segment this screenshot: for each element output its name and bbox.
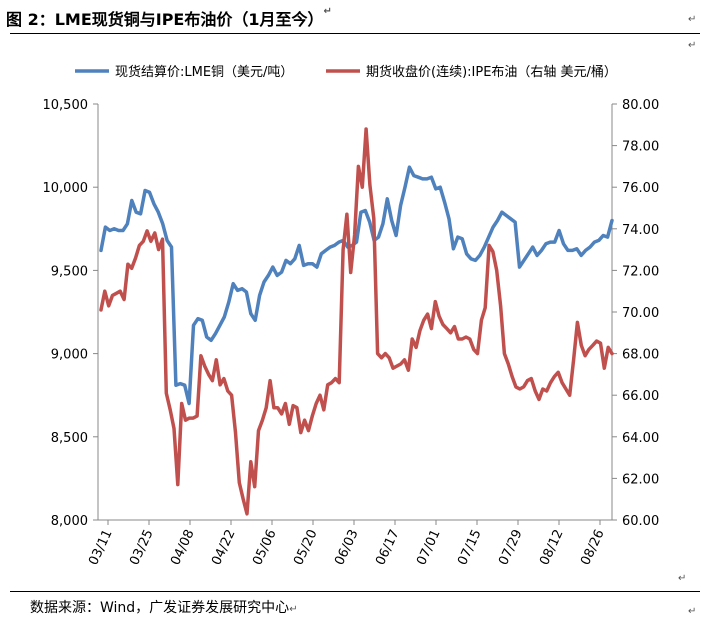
- series-line-lme-copper: [99, 165, 614, 406]
- right-tick-label: 64.00: [622, 431, 659, 446]
- x-tick-label: 07/15: [455, 527, 484, 567]
- series-layer: [99, 127, 614, 516]
- return-mark: ↵: [688, 14, 697, 25]
- return-mark: ↵: [678, 573, 687, 584]
- x-tick-label: 07/29: [496, 527, 525, 567]
- right-tick-label: 68.00: [622, 348, 659, 363]
- right-tick-label: 78.00: [622, 140, 659, 155]
- x-tick-label: 08/26: [578, 527, 607, 567]
- right-tick-label: 74.00: [622, 223, 659, 238]
- right-axis: 60.00 62.00 64.00 66.00 68.00 70.00 72.00 74.00…: [611, 98, 659, 529]
- x-tick-label: 03/25: [127, 527, 156, 567]
- right-tick-label: 66.00: [622, 389, 659, 404]
- right-tick-label: 62.00: [622, 472, 659, 487]
- return-mark: ↵: [688, 606, 697, 617]
- right-tick-label: 72.00: [622, 264, 659, 279]
- x-tick-label: 06/03: [332, 527, 361, 567]
- x-tick-label: 06/17: [373, 527, 402, 567]
- top-rule: [10, 33, 700, 34]
- x-tick-label: 04/08: [168, 527, 197, 567]
- figure-title-text: 图 2：LME现货铜与IPE布油价（1月至今）: [6, 10, 324, 29]
- return-mark: ↵: [289, 604, 298, 615]
- x-tick-label: 05/20: [291, 527, 320, 567]
- left-tick-label: 10,500: [43, 98, 89, 113]
- left-tick-label: 9,000: [51, 348, 88, 363]
- x-tick-label: 03/11: [86, 527, 115, 567]
- left-tick-label: 8,500: [51, 431, 88, 446]
- left-tick-label: 9,500: [51, 264, 88, 279]
- x-tick-label: 08/12: [537, 527, 566, 567]
- right-tick-label: 76.00: [622, 181, 659, 196]
- right-tick-label: 60.00: [622, 514, 659, 529]
- left-tick-label: 8,000: [51, 514, 88, 529]
- right-tick-label: 70.00: [622, 306, 659, 321]
- figure-title: 图 2：LME现货铜与IPE布油价（1月至今） ↵: [6, 6, 332, 30]
- x-axis: 03/11 03/25 04/08 04/22 05/06 05/20 06/03 06/17…: [86, 519, 612, 568]
- x-tick-label: 07/01: [414, 527, 443, 567]
- bottom-rule: [10, 591, 700, 592]
- series-line-ipe-brent: [99, 127, 614, 516]
- return-mark: ↵: [323, 6, 332, 17]
- left-tick-label: 10,000: [43, 181, 89, 196]
- x-tick-label: 04/22: [209, 527, 238, 567]
- return-mark: ↵: [688, 40, 697, 51]
- legend-label: 现货结算价:LME铜（美元/吨）: [115, 64, 293, 80]
- legend: 现货结算价:LME铜（美元/吨） 期货收盘价(连续):IPE布油（右轴 美元/桶）: [75, 64, 617, 80]
- x-tick-label: 05/06: [250, 527, 279, 567]
- source-note: 数据来源：Wind，广发证券发展研究中心↵: [30, 597, 298, 617]
- source-text: 数据来源：Wind，广发证券发展研究中心: [30, 600, 290, 616]
- left-axis: 8,000 8,500 9,000 9,500 10,000 10,500: [43, 98, 99, 529]
- right-tick-label: 80.00: [622, 98, 659, 113]
- legend-label: 期货收盘价(连续):IPE布油（右轴 美元/桶）: [366, 64, 617, 80]
